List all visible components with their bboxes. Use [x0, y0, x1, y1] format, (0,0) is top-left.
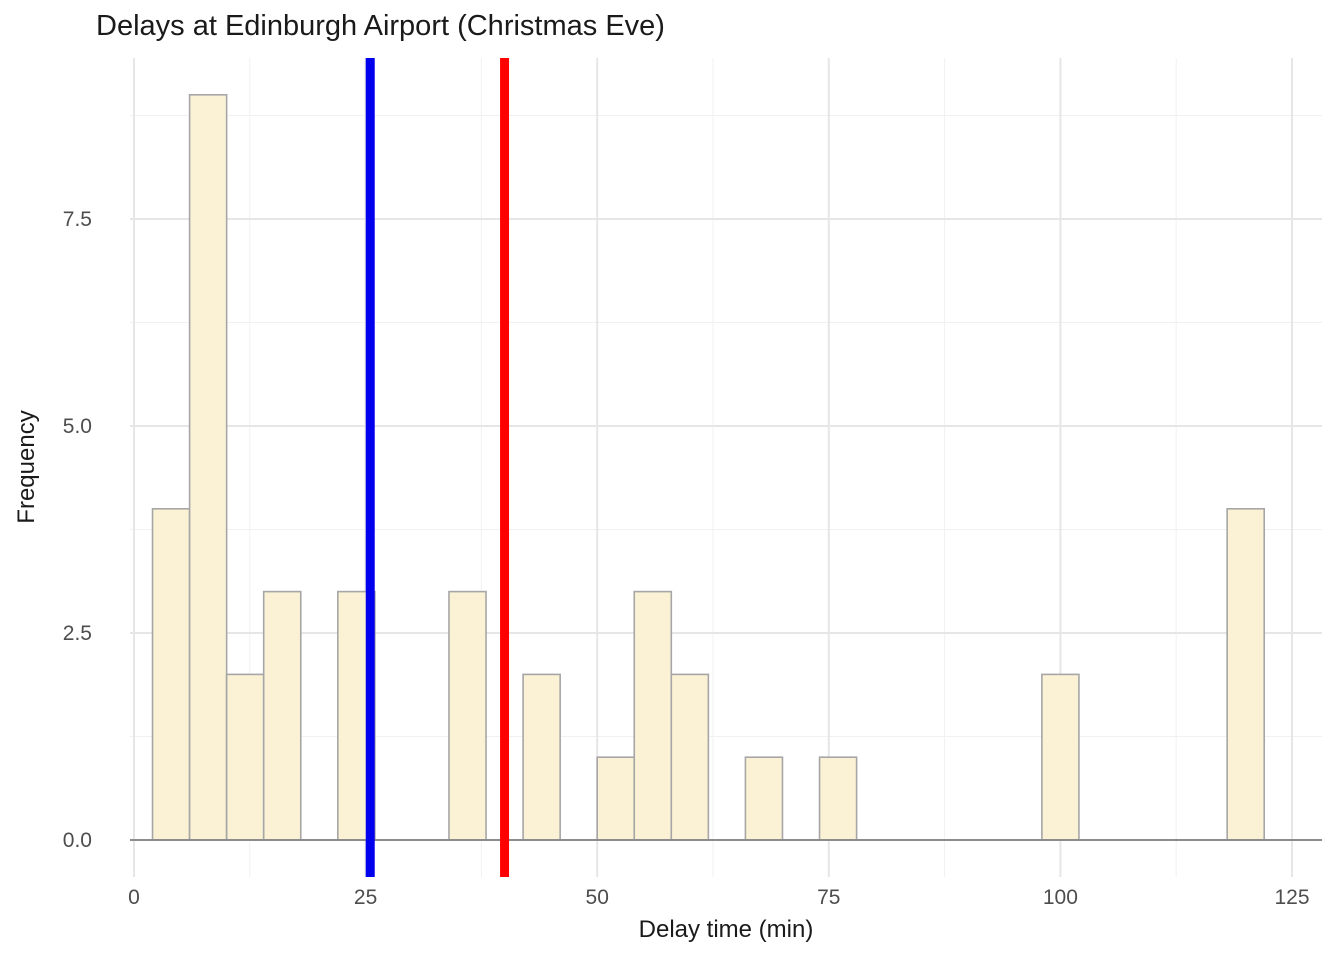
histogram-bar	[596, 756, 636, 841]
histogram-bar	[448, 590, 487, 841]
y-tick-label: 2.5	[63, 622, 92, 645]
histogram-bar	[188, 94, 228, 841]
x-tick-label: 25	[354, 886, 377, 909]
y-tick-label: 5.0	[63, 415, 92, 438]
histogram-bar	[744, 756, 784, 841]
histogram-bar	[670, 673, 710, 841]
x-axis-label: Delay time (min)	[638, 916, 814, 943]
histogram-bar	[1226, 507, 1266, 841]
histogram-bar	[633, 590, 673, 841]
y-tick-label: 0.0	[63, 829, 92, 852]
histogram-bar	[522, 673, 561, 841]
y-axis-label: Frequency	[13, 410, 40, 524]
x-tick-label: 0	[128, 886, 140, 909]
histogram-bar	[225, 673, 265, 841]
histogram-bar	[151, 507, 191, 841]
y-tick-label: 7.5	[63, 208, 92, 231]
histogram-bar	[818, 756, 858, 841]
histogram-bar	[1041, 673, 1080, 841]
x-tick-label: 125	[1274, 886, 1309, 909]
x-tick-label: 75	[817, 886, 840, 909]
histogram-bar	[262, 590, 302, 841]
chart-title: Delays at Edinburgh Airport (Christmas E…	[96, 10, 665, 42]
x-tick-label: 100	[1043, 886, 1078, 909]
x-tick-label: 50	[586, 886, 609, 909]
